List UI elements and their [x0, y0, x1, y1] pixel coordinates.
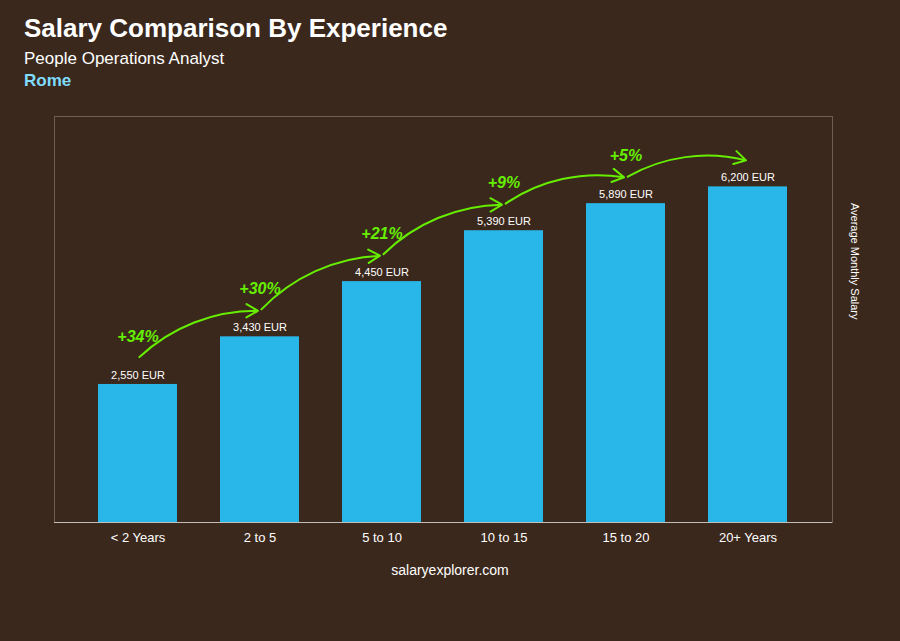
svg-text:20+ Years: 20+ Years: [719, 530, 778, 545]
svg-text:6,200 EUR: 6,200 EUR: [721, 171, 775, 183]
html-text:salaryexplorer.com: salaryexplorer.com: [391, 562, 509, 578]
svg-text:Average Monthly Salary: Average Monthly Salary: [849, 203, 861, 320]
svg-text:10 to 15: 10 to 15: [481, 530, 528, 545]
svg-text:5,390 EUR: 5,390 EUR: [477, 215, 531, 227]
svg-text:< 2 Years: < 2 Years: [111, 530, 166, 545]
svg-text:15 to 20: 15 to 20: [603, 530, 650, 545]
svg-text:+21%: +21%: [361, 225, 402, 242]
svg-text:+34%: +34%: [117, 328, 158, 345]
html-text:Rome: Rome: [24, 71, 72, 90]
svg-text:+30%: +30%: [239, 280, 280, 297]
svg-text:5,890 EUR: 5,890 EUR: [599, 188, 653, 200]
svg-text:3,430 EUR: 3,430 EUR: [233, 321, 287, 333]
html-text:People Operations Analyst: People Operations Analyst: [24, 49, 225, 68]
svg-text:+9%: +9%: [488, 174, 520, 191]
svg-text:2 to 5: 2 to 5: [244, 530, 277, 545]
svg-text:5 to 10: 5 to 10: [362, 530, 402, 545]
svg-text:+5%: +5%: [610, 147, 642, 164]
svg-text:4,450 EUR: 4,450 EUR: [355, 266, 409, 278]
svg-text:2,550 EUR: 2,550 EUR: [111, 369, 165, 381]
html-text:Salary Comparison By Experienc: Salary Comparison By Experience: [24, 13, 448, 43]
